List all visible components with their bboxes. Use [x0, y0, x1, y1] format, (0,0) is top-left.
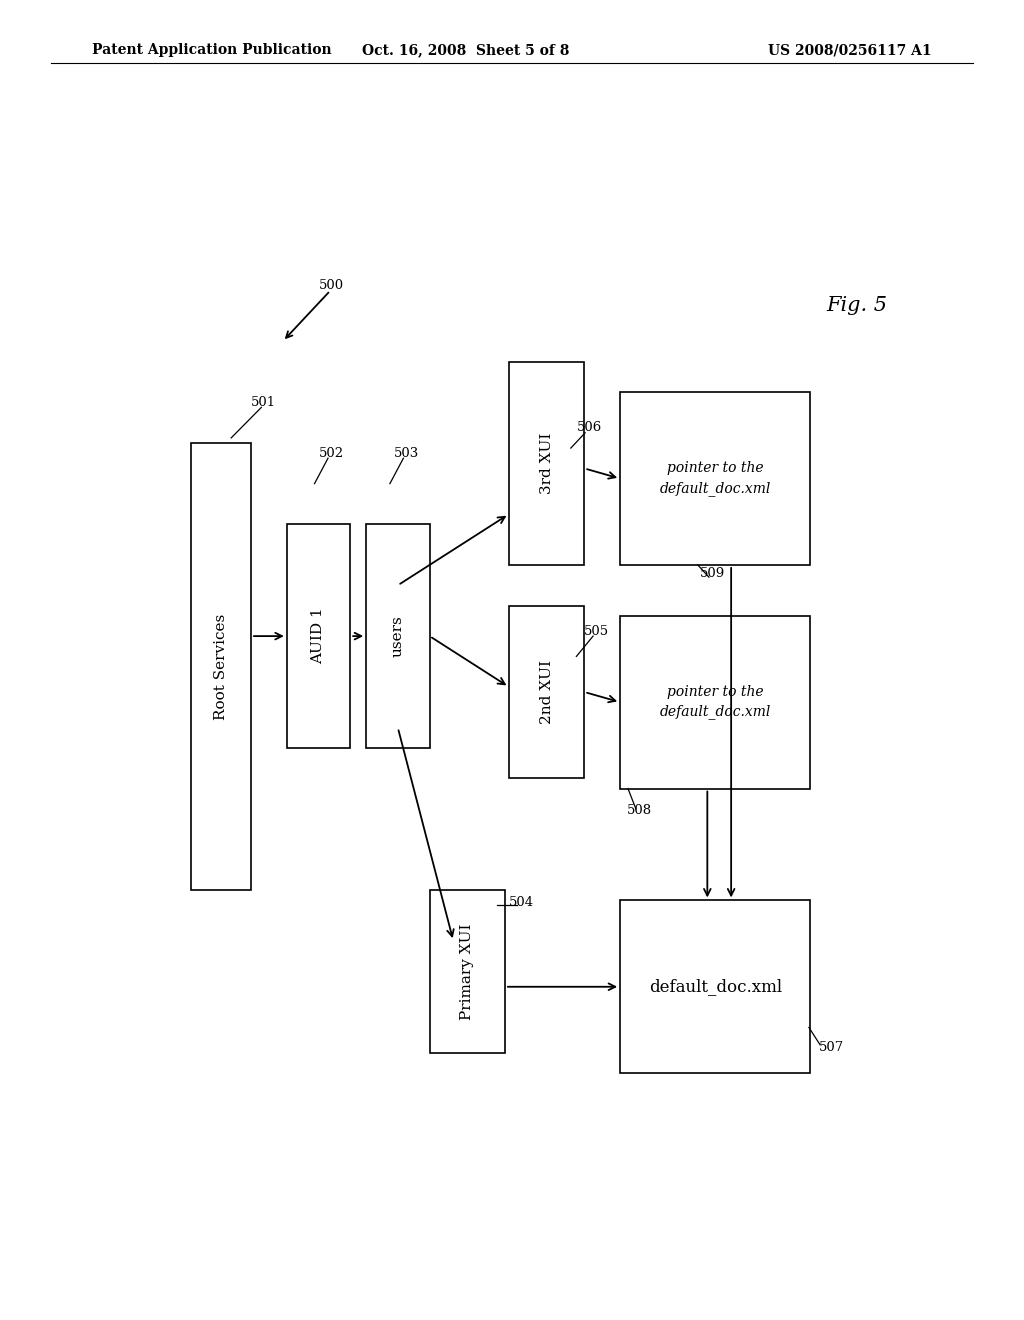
- Text: 3rd XUI: 3rd XUI: [540, 433, 554, 494]
- Bar: [367, 524, 430, 748]
- Bar: [287, 524, 350, 748]
- Text: US 2008/0256117 A1: US 2008/0256117 A1: [768, 44, 932, 57]
- Bar: [620, 615, 810, 788]
- Text: 505: 505: [585, 624, 609, 638]
- Text: Fig. 5: Fig. 5: [826, 296, 888, 315]
- Text: AUID 1: AUID 1: [311, 607, 326, 664]
- Bar: [620, 900, 810, 1073]
- Bar: [620, 392, 810, 565]
- Text: 500: 500: [318, 279, 344, 292]
- Text: pointer to the
default_doc.xml: pointer to the default_doc.xml: [659, 685, 771, 719]
- Text: 504: 504: [509, 896, 535, 909]
- Text: 501: 501: [251, 396, 276, 409]
- Text: 508: 508: [627, 804, 651, 817]
- Text: default_doc.xml: default_doc.xml: [648, 978, 782, 995]
- Bar: [430, 890, 505, 1053]
- Text: 509: 509: [699, 566, 725, 579]
- Text: Oct. 16, 2008  Sheet 5 of 8: Oct. 16, 2008 Sheet 5 of 8: [362, 44, 569, 57]
- Text: Patent Application Publication: Patent Application Publication: [92, 44, 332, 57]
- Text: Root Services: Root Services: [214, 614, 228, 719]
- Text: 502: 502: [318, 446, 344, 459]
- Text: 507: 507: [818, 1041, 844, 1055]
- Text: Primary XUI: Primary XUI: [460, 923, 474, 1020]
- Bar: [191, 444, 251, 890]
- Bar: [509, 606, 585, 779]
- Text: 2nd XUI: 2nd XUI: [540, 660, 554, 723]
- Bar: [509, 362, 585, 565]
- Text: pointer to the
default_doc.xml: pointer to the default_doc.xml: [659, 462, 771, 496]
- Text: 506: 506: [577, 421, 602, 434]
- Text: users: users: [391, 615, 404, 657]
- Text: 503: 503: [394, 446, 419, 459]
